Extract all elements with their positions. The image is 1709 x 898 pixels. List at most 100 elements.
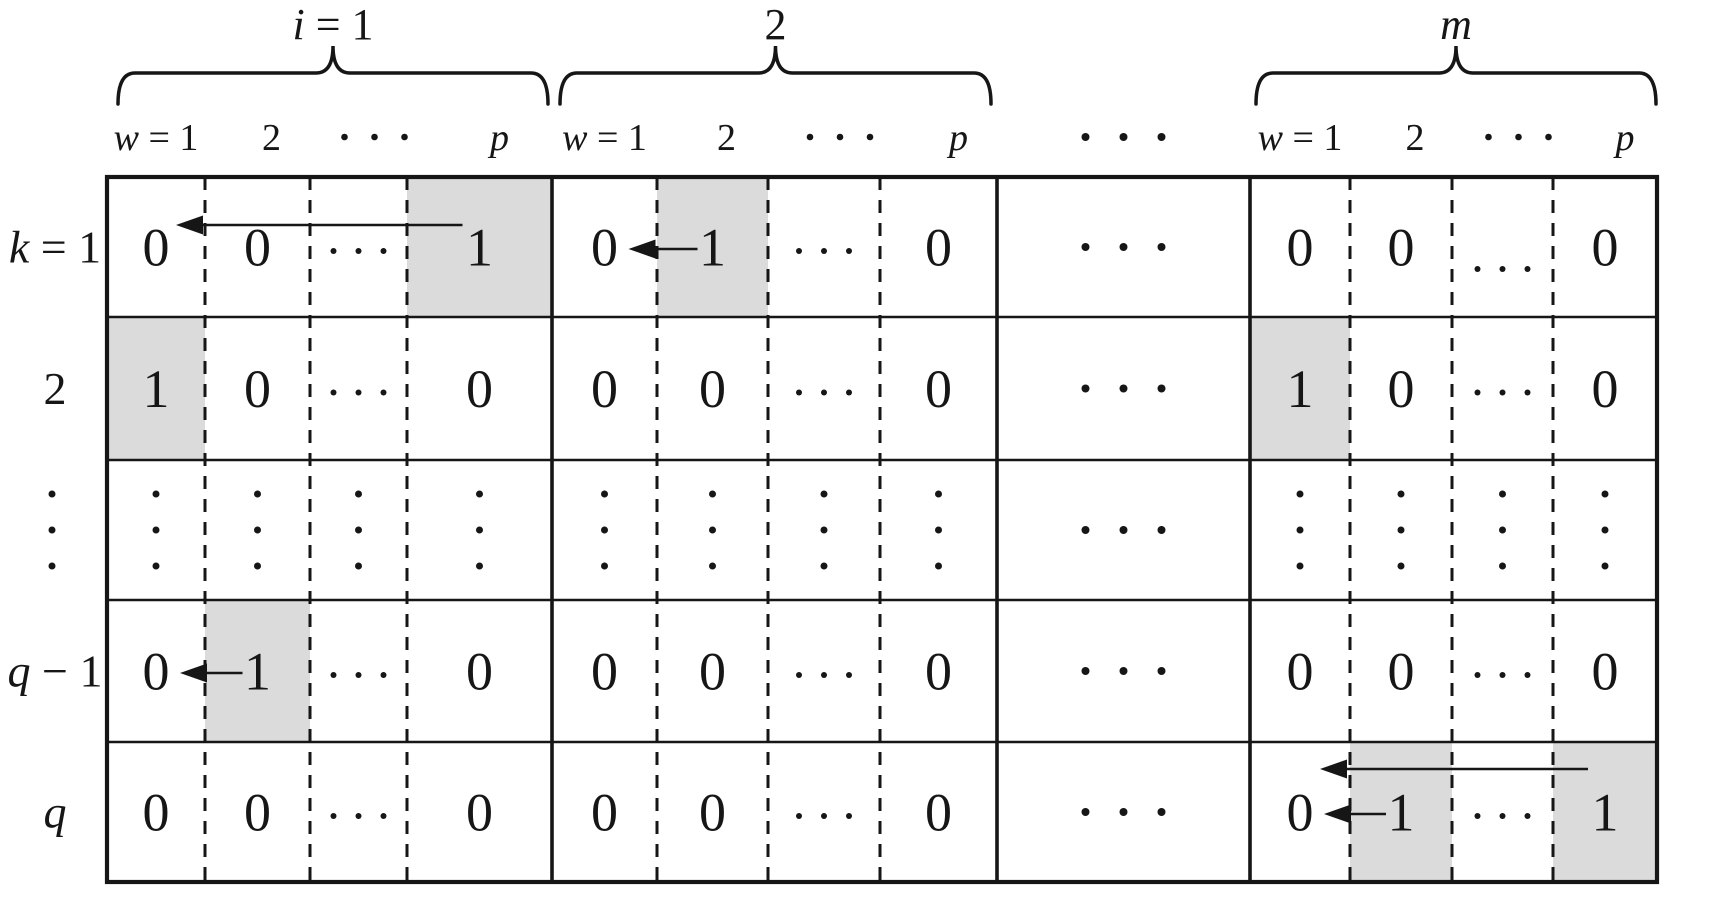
cell-value: 0 [591, 782, 618, 842]
cell-ellipsis [796, 389, 802, 396]
gap-ellipsis [1157, 526, 1166, 534]
shift-arrow-head [180, 663, 207, 683]
gap-ellipsis [1119, 808, 1128, 816]
cell-ellipsis [820, 562, 828, 570]
cell-ellipsis [846, 672, 852, 678]
cell-ellipsis [821, 672, 827, 678]
cell-value: 0 [925, 641, 952, 701]
column-header: p [487, 117, 509, 159]
gap-header-ellipsis [1081, 133, 1090, 141]
cell-ellipsis [152, 562, 160, 570]
column-header-ellipsis [866, 133, 874, 141]
cell-ellipsis [355, 672, 362, 678]
cell-ellipsis [601, 526, 608, 534]
shaded-cell [1553, 742, 1657, 882]
gap-ellipsis [1157, 243, 1166, 251]
cell-ellipsis [820, 526, 828, 534]
cell-ellipsis [355, 813, 362, 819]
cell-ellipsis [330, 672, 337, 678]
cell-ellipsis [380, 813, 387, 819]
row-label: 2 [44, 363, 67, 414]
cell-ellipsis [821, 813, 827, 819]
cell-ellipsis [1499, 490, 1506, 498]
cell-ellipsis [1499, 266, 1506, 272]
cell-value: 0 [591, 641, 618, 701]
cell-ellipsis [330, 813, 337, 819]
cell-value: 0 [466, 782, 493, 842]
cell-value: 0 [466, 359, 493, 419]
cell-ellipsis [355, 389, 362, 396]
cell-value: 0 [1287, 782, 1314, 842]
cell-ellipsis [355, 562, 362, 570]
shaded-cell [205, 600, 310, 742]
gap-ellipsis [1081, 667, 1090, 675]
cell-ellipsis [1524, 266, 1531, 272]
cell-value: 0 [1388, 217, 1415, 277]
block-label: 2 [765, 0, 787, 49]
block-label: i = 1 [292, 0, 373, 49]
column-header: w = 1 [1258, 117, 1343, 159]
cell-ellipsis [1601, 490, 1609, 498]
cell-value: 0 [244, 359, 271, 419]
cell-ellipsis [1601, 562, 1609, 570]
column-header: 2 [262, 117, 281, 159]
cell-value: 0 [466, 641, 493, 701]
cell-value: 1 [699, 217, 726, 277]
cell-value: 0 [1592, 359, 1619, 419]
cell-value: 0 [699, 641, 726, 701]
cell-ellipsis [380, 248, 387, 254]
cell-ellipsis [476, 526, 483, 534]
cell-ellipsis [846, 813, 852, 819]
cell-ellipsis [846, 389, 852, 396]
cell-ellipsis [601, 490, 608, 498]
cell-ellipsis [1474, 389, 1481, 396]
row-label-ellipsis [48, 562, 56, 570]
cell-ellipsis [355, 248, 362, 254]
cell-ellipsis [355, 490, 362, 498]
cell-ellipsis [380, 672, 387, 678]
row-label: q [44, 787, 67, 838]
cell-value: 0 [143, 641, 170, 701]
cell-value: 0 [699, 782, 726, 842]
cell-ellipsis [1296, 562, 1304, 570]
column-header: w = 1 [114, 117, 199, 159]
block-label: m [1440, 0, 1472, 49]
shaded-cell [407, 177, 552, 317]
cell-ellipsis [935, 526, 942, 534]
cell-ellipsis [1474, 813, 1481, 819]
column-header-ellipsis [1545, 133, 1552, 141]
cell-ellipsis [935, 562, 942, 570]
gap-ellipsis [1081, 808, 1090, 816]
cell-ellipsis [1474, 672, 1481, 678]
gap-ellipsis [1119, 384, 1128, 393]
cell-value: 1 [244, 641, 271, 701]
block-over-brace [558, 45, 993, 106]
cell-value: 0 [1592, 217, 1619, 277]
cell-value: 0 [244, 782, 271, 842]
cell-ellipsis [254, 562, 261, 570]
cell-ellipsis [1474, 266, 1481, 272]
shaded-cell [1250, 317, 1350, 460]
cell-value: 0 [143, 782, 170, 842]
cell-value: 0 [1592, 641, 1619, 701]
cell-ellipsis [476, 562, 483, 570]
gap-ellipsis [1081, 526, 1090, 534]
gap-ellipsis [1119, 526, 1128, 534]
cell-value: 0 [591, 359, 618, 419]
row-label-ellipsis [48, 526, 56, 534]
block-over-brace [1254, 45, 1658, 106]
row-label: q − 1 [8, 646, 103, 697]
column-header: 2 [1406, 117, 1425, 159]
cell-value: 1 [1388, 782, 1415, 842]
cell-ellipsis [1524, 672, 1531, 678]
cell-value: 0 [143, 217, 170, 277]
cell-value: 1 [1287, 359, 1314, 419]
cell-ellipsis [380, 389, 387, 396]
shift-arrow-head [1320, 759, 1347, 779]
cell-ellipsis [1499, 813, 1506, 819]
column-header-ellipsis [1515, 133, 1522, 141]
column-header: 2 [717, 117, 736, 159]
cell-ellipsis [1499, 389, 1506, 396]
